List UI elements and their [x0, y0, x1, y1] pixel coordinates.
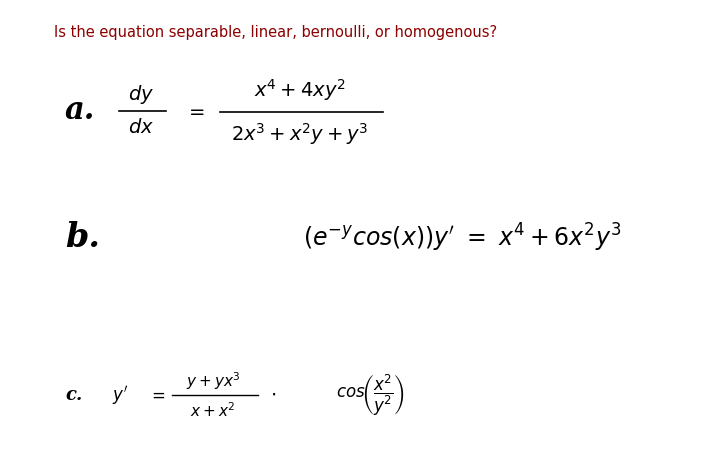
Text: c.: c.	[65, 386, 82, 404]
Text: $x^4 + 4xy^2$: $x^4 + 4xy^2$	[253, 77, 346, 103]
Text: $2x^3 + x^2y +y^3$: $2x^3 + x^2y +y^3$	[231, 121, 368, 147]
Text: Is the equation separable, linear, bernoulli, or homogenous?: Is the equation separable, linear, berno…	[54, 25, 497, 40]
Text: $\mathit{cos}\!\left(\dfrac{x^2}{y^2}\right)$: $\mathit{cos}\!\left(\dfrac{x^2}{y^2}\ri…	[336, 372, 405, 418]
Text: $\mathit{dx}$: $\mathit{dx}$	[128, 117, 154, 137]
Text: a.: a.	[65, 95, 95, 127]
Text: $y + yx^3$: $y + yx^3$	[186, 371, 240, 392]
Text: $x + x^2$: $x + x^2$	[190, 401, 236, 419]
Text: $=$: $=$	[185, 102, 205, 120]
Text: $(e^{-y}\mathit{cos}(x))y^{\prime}\ =\ x^4 + 6x^2y^3$: $(e^{-y}\mathit{cos}(x))y^{\prime}\ =\ x…	[303, 222, 622, 254]
Text: $y^{\prime}$: $y^{\prime}$	[112, 383, 128, 407]
Text: $\cdot$: $\cdot$	[270, 386, 276, 404]
Text: b.: b.	[65, 221, 100, 255]
Text: $\mathit{dy}$: $\mathit{dy}$	[128, 83, 154, 106]
Text: $=$: $=$	[148, 387, 165, 403]
